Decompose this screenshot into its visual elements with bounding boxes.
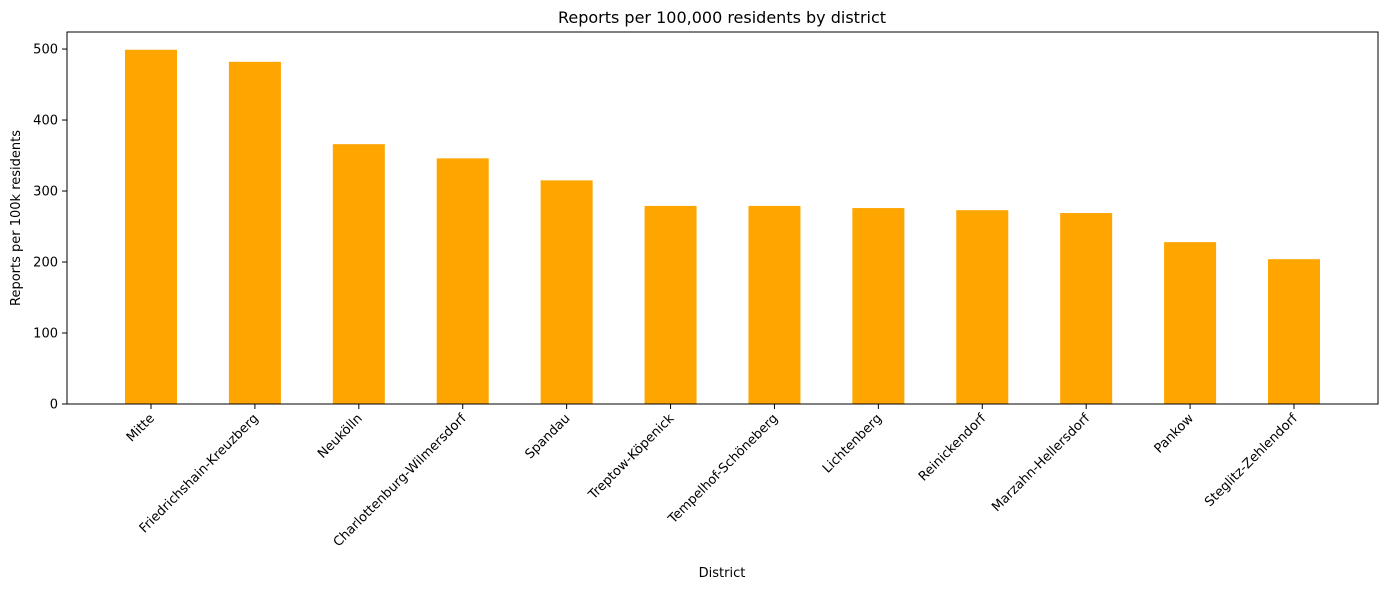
bar-tempelhof-sch-neberg bbox=[748, 205, 801, 404]
x-tick-label: Marzahn-Hellersdorf bbox=[989, 411, 1093, 515]
y-tick-label: 100 bbox=[33, 327, 58, 342]
y-axis-label: Reports per 100k residents bbox=[9, 130, 24, 306]
y-tick-label: 0 bbox=[50, 398, 58, 413]
bar-lichtenberg bbox=[852, 208, 905, 404]
chart-title: Reports per 100,000 residents by distric… bbox=[558, 8, 886, 27]
bar-marzahn-hellersdorf bbox=[1060, 213, 1113, 404]
bar-neuk-lln bbox=[332, 144, 385, 405]
y-tick-label: 400 bbox=[33, 114, 58, 129]
x-tick-label: Pankow bbox=[1152, 411, 1198, 457]
y-tick-label: 500 bbox=[33, 43, 58, 58]
bar-mitte bbox=[125, 49, 177, 404]
y-tick-label: 300 bbox=[33, 185, 58, 200]
y-tick-label: 200 bbox=[33, 256, 58, 271]
plot-frame bbox=[66, 31, 1379, 405]
x-tick-label: Mitte bbox=[124, 411, 158, 445]
x-tick-label: Lichtenberg bbox=[820, 411, 885, 476]
x-axis-label: District bbox=[699, 566, 746, 581]
x-tick-label: Spandau bbox=[522, 411, 573, 462]
bar-treptow-k-penick bbox=[644, 205, 697, 404]
bars-group bbox=[125, 49, 1320, 405]
x-tick-label: Tempelhof-Schöneberg bbox=[665, 411, 781, 527]
bar-reinickendorf bbox=[956, 210, 1009, 404]
bar-charlottenburg-wilmersdorf bbox=[436, 158, 489, 404]
bar-pankow bbox=[1164, 242, 1217, 404]
x-tick-label: Steglitz-Zehlendorf bbox=[1202, 411, 1301, 510]
bar-friedrichshain-kreuzberg bbox=[228, 61, 281, 404]
x-tick-label: Treptow-Köpenick bbox=[585, 411, 677, 503]
y-axis-ticks: 0 100 200 300 400 500 bbox=[33, 43, 67, 413]
bar-steglitz-zehlendorf bbox=[1268, 259, 1320, 404]
x-tick-label: Neukölln bbox=[315, 411, 366, 462]
x-tick-label: Friedrichshain-Kreuzberg bbox=[137, 411, 262, 536]
bar-spandau bbox=[540, 180, 593, 404]
x-tick-label: Reinickendorf bbox=[916, 411, 989, 484]
